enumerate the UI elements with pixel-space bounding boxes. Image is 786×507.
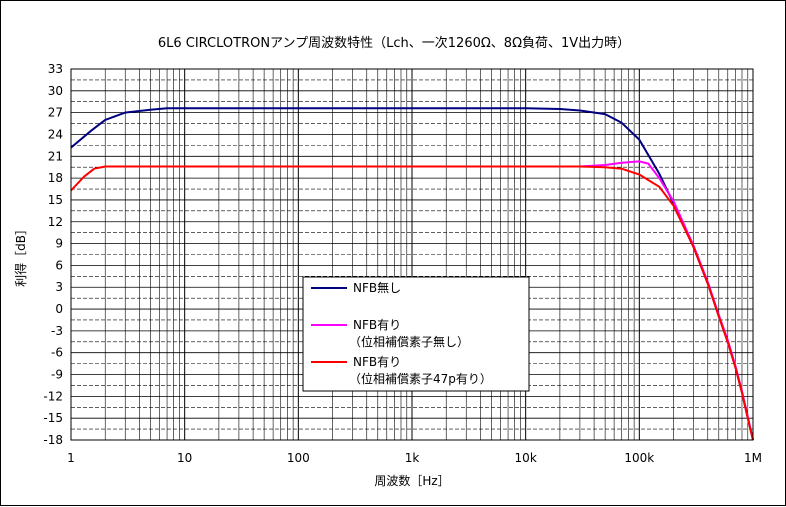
legend-sublabel-nfb-no-comp: （位相補償素子無し） <box>349 334 469 349</box>
legend-box <box>302 276 530 392</box>
x-tick-label: 1 <box>67 451 75 465</box>
y-tick-label: 12 <box>48 215 63 229</box>
y-tick-label: 18 <box>48 171 63 185</box>
y-tick-label: 27 <box>48 106 63 120</box>
legend-label-nfb-none: NFB無し <box>353 280 401 295</box>
x-tick-label: 10k <box>515 451 537 465</box>
y-tick-label: 6 <box>55 258 63 272</box>
legend-label-nfb-no-comp: NFB有り <box>353 318 401 332</box>
series-lines <box>70 107 754 441</box>
x-tick-label: 100 <box>287 451 310 465</box>
y-tick-label: 9 <box>55 237 63 251</box>
y-tick-label: -6 <box>51 346 63 360</box>
plot-area-border <box>70 68 754 441</box>
y-tick-label: 30 <box>48 84 63 98</box>
y-tick-label: 3 <box>55 280 63 294</box>
x-axis-label: 周波数［Hz］ <box>374 473 449 488</box>
y-tick-label: -9 <box>51 368 63 382</box>
y-tick-label: -12 <box>43 389 63 403</box>
legend-sublabel-nfb-47p: （位相補償素子47p有り） <box>349 371 492 386</box>
series-line-nfb-47p <box>70 165 754 441</box>
legend-label-nfb-47p: NFB有り <box>353 355 401 369</box>
y-tick-label: -15 <box>43 411 63 425</box>
y-tick-label: 33 <box>48 62 63 76</box>
chart-title: 6L6 CIRCLOTRONアンプ周波数特性（Lch、一次1260Ω、8Ω負荷、… <box>158 35 630 51</box>
x-tick-label: 1k <box>405 451 420 465</box>
y-tick-label: 15 <box>48 193 63 207</box>
x-tick-label: 10 <box>177 451 192 465</box>
y-tick-label: 21 <box>48 149 63 163</box>
legend: NFB無し NFB有り （位相補償素子無し） NFB有り （位相補償素子47p有… <box>302 276 530 392</box>
x-axis-ticks: 1 10 100 1k 10k 100k 1M <box>67 451 762 465</box>
x-tick-label: 1M <box>744 451 762 465</box>
y-tick-label: 0 <box>55 302 63 316</box>
y-tick-label: -3 <box>51 324 63 338</box>
y-axis-label: 利得［dB］ <box>13 223 28 287</box>
y-tick-label: 24 <box>48 127 63 141</box>
x-tick-label: 100k <box>624 451 654 465</box>
series-line-nfb-no-comp <box>579 160 754 441</box>
y-tick-label: -18 <box>43 433 63 447</box>
